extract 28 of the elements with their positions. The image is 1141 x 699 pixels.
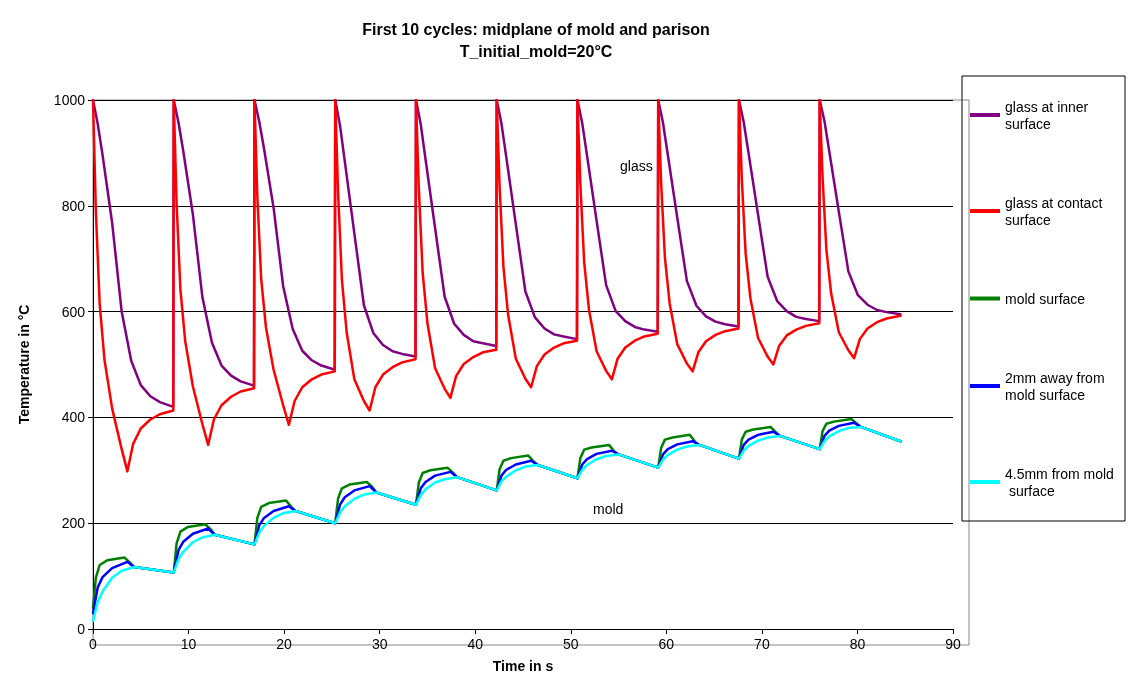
x-tick-label: 40 xyxy=(467,636,484,652)
y-tick-label: 0 xyxy=(77,621,86,637)
line-series xyxy=(91,98,902,473)
x-tick-label: 80 xyxy=(849,636,866,652)
annotation: mold xyxy=(593,501,624,517)
legend-label: glass at contact surface xyxy=(1005,194,1107,228)
annotation: glass xyxy=(620,158,653,174)
chart-subtitle: T_initial_mold=20°C xyxy=(459,42,613,60)
x-tick-label: 30 xyxy=(371,636,388,652)
y-tick-label: 200 xyxy=(61,515,86,532)
x-axis-title: Time in s xyxy=(492,658,554,674)
legend-label: glass at inner surface xyxy=(1005,98,1093,132)
y-tick-label: 400 xyxy=(61,409,86,426)
x-tick-label: 50 xyxy=(562,636,579,652)
chart-title: First 10 cycles: midplane of mold and parison xyxy=(362,20,710,38)
y-tick-label: 800 xyxy=(61,197,86,214)
y-tick-label: 1000 xyxy=(53,92,86,108)
y-tick-label: 600 xyxy=(61,303,86,320)
x-tick-label: 70 xyxy=(754,636,770,652)
legend-label: 2mm away from mold surface xyxy=(1005,369,1109,403)
x-tick-label: 20 xyxy=(276,636,293,652)
x-tick-label: 60 xyxy=(658,636,675,652)
y-axis-title: Temperature in °C xyxy=(16,304,32,425)
legend-label: 4.5mm from mold surface xyxy=(1005,465,1114,499)
x-tick-label: 90 xyxy=(945,636,961,652)
x-tick-label: 0 xyxy=(89,636,98,652)
legend-label: mold surface xyxy=(1005,290,1086,307)
x-tick-label: 10 xyxy=(180,636,197,652)
